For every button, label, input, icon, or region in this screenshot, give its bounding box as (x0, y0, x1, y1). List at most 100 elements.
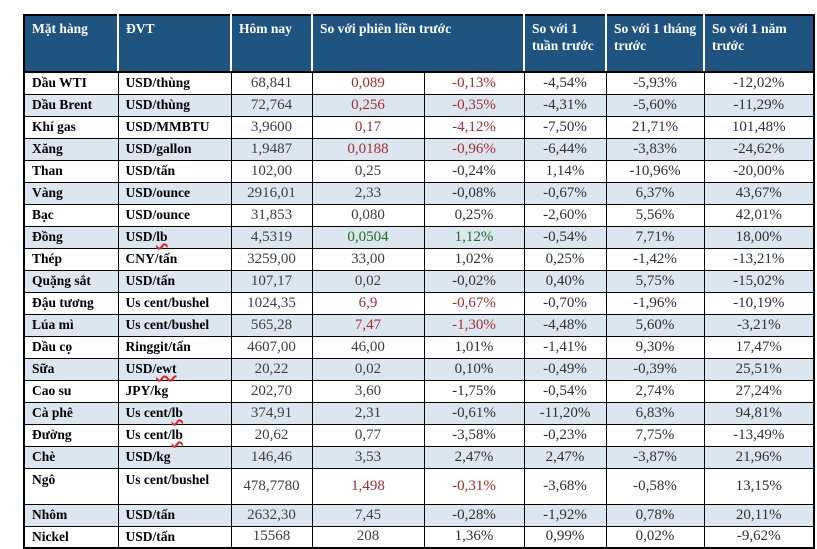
change-value: 0,17 (311, 115, 425, 139)
year-percent: 13,15% (703, 467, 815, 505)
year-percent: -13,49% (703, 423, 815, 447)
change-percent: 0,10% (423, 357, 525, 381)
month-percent: 21,71% (605, 115, 705, 139)
year-percent: 42,01% (703, 203, 815, 227)
change-value: 33,00 (311, 247, 425, 271)
month-percent: -3,87% (605, 445, 705, 469)
unit-text: USD/tấn (125, 507, 176, 522)
unit-text: USD/tấn (125, 273, 176, 288)
year-percent: -12,02% (703, 71, 815, 95)
commodity-name: Dầu WTI (23, 71, 119, 95)
commodity-price-table: Mặt hàng ĐVT Hôm nay So với phiên liền t… (23, 14, 815, 549)
commodity-unit: Us cent/lb (117, 401, 232, 425)
change-value: 3,60 (311, 379, 425, 403)
header-row: Mặt hàng ĐVT Hôm nay So với phiên liền t… (24, 15, 814, 73)
commodity-unit: USD/tấn (117, 269, 232, 293)
year-percent: 94,81% (703, 401, 815, 425)
change-value: 0,02 (311, 357, 425, 381)
commodity-name: Thép (23, 247, 119, 271)
year-percent: 27,24% (703, 379, 815, 403)
change-value: 7,45 (311, 503, 425, 527)
change-percent: -0,24% (423, 159, 525, 183)
year-percent: -20,00% (703, 159, 815, 183)
unit-text: Us cent/bushel (125, 317, 210, 332)
year-percent: 21,96% (703, 445, 815, 469)
month-percent: -0,39% (605, 357, 705, 381)
change-percent: -0,13% (423, 71, 525, 95)
header-commodity: Mặt hàng (24, 15, 119, 73)
today-value: 107,17 (230, 269, 313, 293)
commodity-name: Bạc (23, 203, 119, 227)
year-percent: 20,11% (703, 503, 815, 527)
week-percent: 1,14% (523, 159, 607, 183)
today-value: 202,70 (230, 379, 313, 403)
commodity-unit: USD/MMBTU (117, 115, 232, 139)
week-percent: -0,54% (523, 225, 607, 249)
today-value: 2632,30 (230, 503, 313, 527)
today-value: 565,28 (230, 313, 313, 337)
today-value: 478,7780 (230, 467, 313, 505)
commodity-name: Xăng (23, 137, 119, 161)
week-percent: -11,20% (523, 401, 607, 425)
commodity-name: Sữa (23, 357, 119, 381)
change-value: 7,47 (311, 313, 425, 337)
change-value: 0,0188 (311, 137, 425, 161)
today-value: 4,5319 (230, 225, 313, 249)
month-percent: -5,93% (605, 71, 705, 95)
table-row: Đường Us cent/lb 20,62 0,77 -3,58% -0,23… (23, 423, 815, 447)
month-percent: -10,96% (605, 159, 705, 183)
change-value: 0,0504 (311, 225, 425, 249)
year-percent: -15,02% (703, 269, 815, 293)
month-percent: 0,02% (605, 525, 705, 549)
change-percent: -0,67% (423, 291, 525, 315)
unit-text: USD/ounce (125, 207, 191, 222)
header-vs-prev-session: So với phiên liền trước (312, 15, 525, 73)
change-percent: -0,28% (423, 503, 525, 527)
week-percent: 0,99% (523, 525, 607, 549)
change-value: 3,53 (311, 445, 425, 469)
unit-text: JPY/kg (125, 383, 169, 398)
week-percent: -4,31% (523, 93, 607, 117)
change-percent: -0,61% (423, 401, 525, 425)
change-value: 0,25 (311, 159, 425, 183)
change-percent: -0,08% (423, 181, 525, 205)
unit-text: Us cent/bushel (125, 471, 210, 487)
unit-text: USD/kg (125, 449, 171, 464)
week-percent: -2,60% (523, 203, 607, 227)
today-value: 1024,35 (230, 291, 313, 315)
change-value: 0,02 (311, 269, 425, 293)
week-percent: -3,68% (523, 467, 607, 505)
commodity-name: Lúa mì (23, 313, 119, 337)
year-percent: -24,62% (703, 137, 815, 161)
unit-text: Us cent/ (125, 405, 172, 420)
today-value: 20,62 (230, 423, 313, 447)
table-row: Cà phê Us cent/lb 374,91 2,31 -0,61% -11… (23, 401, 815, 425)
unit-text: Us cent/ (125, 427, 172, 442)
today-value: 1,9487 (230, 137, 313, 161)
commodity-name: Chè (23, 445, 119, 469)
change-percent: 1,12% (423, 225, 525, 249)
unit-text: USD/tấn (125, 528, 176, 544)
year-percent: -3,21% (703, 313, 815, 337)
commodity-name: Đồng (23, 225, 119, 249)
change-percent: -0,35% (423, 93, 525, 117)
change-percent: -0,96% (423, 137, 525, 161)
unit-text: USD/ (125, 229, 157, 244)
change-percent: 0,25% (423, 203, 525, 227)
change-percent: -0,02% (423, 269, 525, 293)
week-percent: -6,44% (523, 137, 607, 161)
commodity-unit: Us cent/bushel (117, 313, 232, 337)
month-percent: 5,56% (605, 203, 705, 227)
table-header: Mặt hàng ĐVT Hôm nay So với phiên liền t… (24, 15, 814, 73)
week-percent: -4,48% (523, 313, 607, 337)
week-percent: -0,54% (523, 379, 607, 403)
unit-text: USD/gallon (125, 141, 192, 156)
year-percent: 25,51% (703, 357, 815, 381)
commodity-unit: USD/lb (117, 225, 232, 249)
header-today: Hôm nay (231, 15, 313, 73)
table-row: Dầu cọ Ringgit/tấn 4607,00 46,00 1,01% -… (23, 335, 815, 359)
unit-spellcheck-squiggle: lb (171, 405, 183, 420)
unit-spellcheck-squiggle: lb (171, 427, 183, 442)
month-percent: 6,37% (605, 181, 705, 205)
change-value: 1,498 (311, 467, 425, 505)
